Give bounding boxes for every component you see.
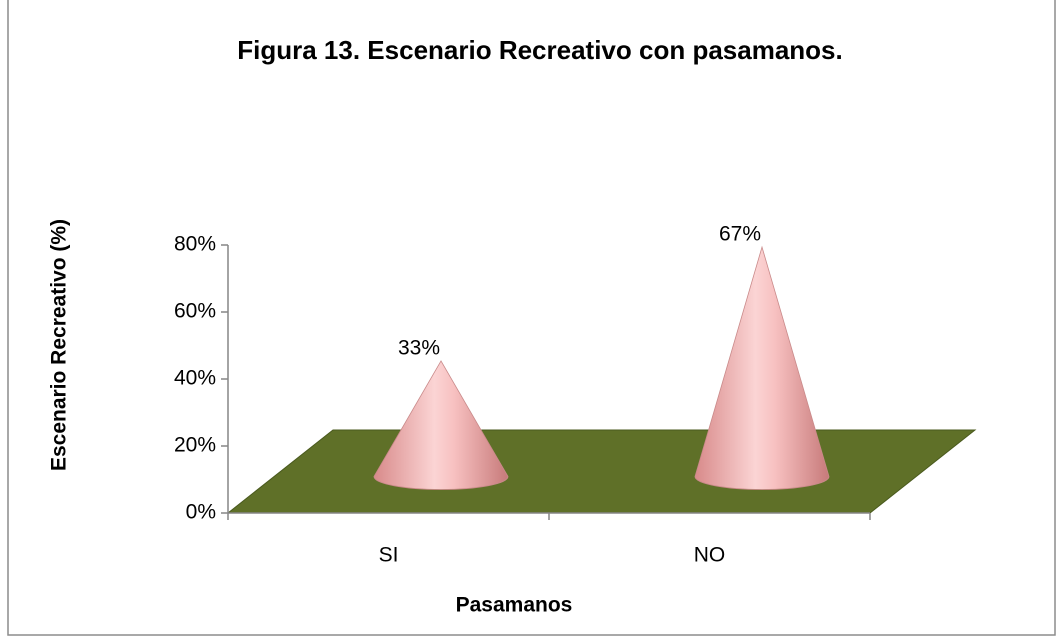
x-tick-label: SI <box>379 544 399 567</box>
cone <box>373 360 509 490</box>
y-axis-label: Escenario Recreativo (%) <box>48 219 71 471</box>
x-tick-label: NO <box>694 544 726 567</box>
value-label: 33% <box>398 336 440 359</box>
value-label: 67% <box>719 223 761 246</box>
y-tick-label: 0% <box>186 501 216 524</box>
chart-frame <box>7 0 1056 636</box>
floor <box>226 429 977 514</box>
cone <box>694 245 830 490</box>
y-tick-label: 60% <box>174 300 216 323</box>
y-tick-label: 40% <box>174 367 216 390</box>
y-tick-label: 20% <box>174 434 216 457</box>
chart-title: Figura 13. Escenario Recreativo con pasa… <box>237 35 842 65</box>
y-tick-label: 80% <box>174 233 216 256</box>
x-axis-label: Pasamanos <box>456 594 573 617</box>
